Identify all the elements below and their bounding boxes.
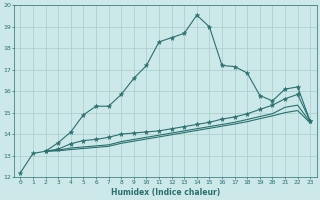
X-axis label: Humidex (Indice chaleur): Humidex (Indice chaleur) [111, 188, 220, 197]
